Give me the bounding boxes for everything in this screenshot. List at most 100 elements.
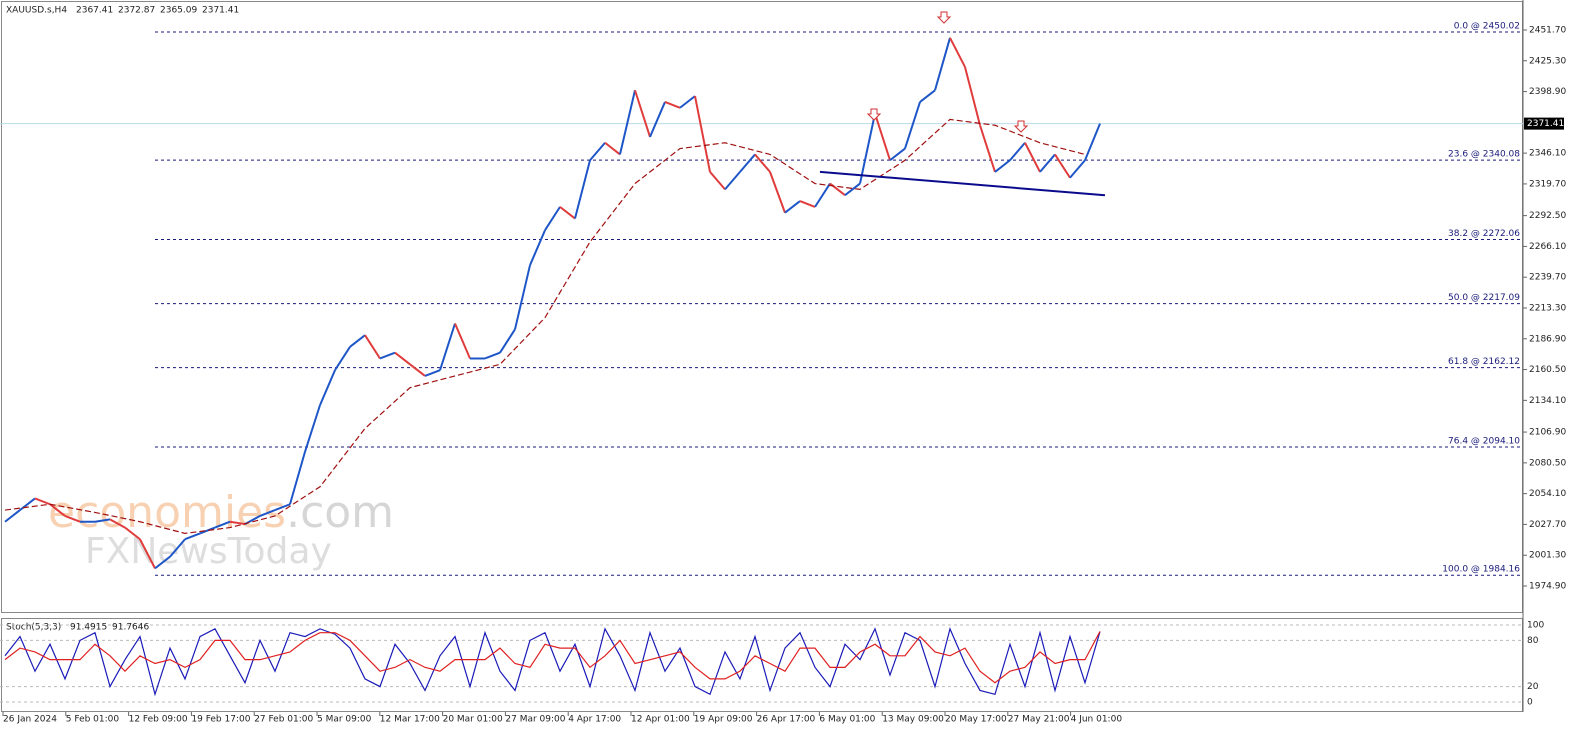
price-segment (334, 346, 351, 371)
price-segment (784, 200, 801, 214)
x-tick-label: 13 May 09:00 (882, 715, 944, 725)
y-tick-label: 2001.30 (1529, 551, 1566, 561)
price-segment (94, 518, 111, 523)
price-segment (994, 159, 1011, 173)
price-segment (4, 509, 21, 523)
price-segment (319, 369, 336, 406)
y-tick-label: 2239.70 (1529, 273, 1566, 283)
price-segment (154, 555, 171, 570)
price-segment (619, 90, 636, 155)
price-segment (1009, 142, 1026, 161)
price-segment (499, 328, 516, 354)
x-tick-label: 20 May 17:00 (945, 715, 1007, 725)
quote-value: 2367.41 (76, 6, 113, 16)
x-tick-label: 27 Feb 01:00 (254, 715, 313, 725)
price-segment (184, 532, 201, 541)
price-segment (484, 351, 501, 360)
y-tick-label: 2319.70 (1529, 179, 1566, 189)
stoch-tick-label: 80 (1527, 636, 1539, 646)
x-tick-label: 6 May 01:00 (819, 715, 875, 725)
trendline (819, 170, 1106, 197)
price-segment (349, 334, 366, 348)
price-segment (19, 497, 36, 511)
watermark: FXNewsToday (85, 531, 332, 572)
stoch-tick-label: 20 (1527, 682, 1539, 692)
x-tick-label: 27 May 21:00 (1008, 715, 1070, 725)
stoch-tick-label: 0 (1527, 697, 1533, 707)
watermark-part: .com (286, 487, 394, 538)
price-segment (559, 206, 576, 220)
y-tick-label: 2160.50 (1529, 365, 1566, 375)
price-segment (1069, 159, 1086, 179)
fib-label: 23.6 @ 2340.08 (1448, 150, 1520, 160)
x-tick-label: 5 Mar 09:00 (317, 715, 372, 725)
x-tick-label: 4 Apr 17:00 (568, 715, 621, 725)
x-tick-label: 5 Feb 01:00 (66, 715, 120, 725)
price-segment (544, 206, 561, 231)
y-tick-label: 2346.10 (1529, 149, 1566, 159)
price-segment (664, 101, 681, 109)
y-tick-label: 2398.90 (1529, 87, 1566, 97)
price-segment (64, 514, 81, 523)
stoch-value: 91.7646 (112, 623, 149, 633)
symbol: XAUUSD.s,H4 (6, 6, 67, 16)
price-segment (634, 89, 651, 138)
price-segment (274, 503, 291, 512)
watermark-part: economies (48, 487, 286, 538)
x-tick-label: 12 Apr 01:00 (631, 715, 690, 725)
price-segment (694, 95, 711, 173)
price-segment (364, 334, 381, 360)
fib-label: 76.4 @ 2094.10 (1448, 436, 1520, 446)
price-segment (289, 451, 306, 505)
y-tick-label: 2213.30 (1529, 303, 1566, 313)
price-segment (229, 520, 246, 526)
price-segment (454, 323, 471, 359)
fib-label: 100.0 @ 1984.16 (1442, 565, 1520, 575)
y-tick-label: 2451.70 (1529, 25, 1566, 35)
price-segment (379, 351, 396, 360)
price-segment (859, 113, 876, 184)
price-segment (979, 124, 996, 173)
price-segment (964, 66, 981, 126)
price-segment (1024, 142, 1041, 173)
x-tick-label: 27 Mar 09:00 (505, 715, 565, 725)
fib-label: 50.0 @ 2217.09 (1448, 293, 1520, 303)
price-segment (679, 95, 696, 109)
price-segment (904, 101, 921, 149)
price-segment (754, 153, 771, 173)
x-tick-label: 26 Jan 2024 (3, 715, 57, 725)
x-tick-label: 19 Feb 17:00 (191, 715, 250, 725)
quote-value: 2371.41 (202, 6, 239, 16)
price-segment (514, 264, 531, 330)
peak-arrow (936, 11, 952, 24)
price-segment (874, 113, 891, 161)
price-segment (919, 89, 936, 103)
price-segment (769, 171, 786, 214)
quote-value: 2372.87 (118, 6, 155, 16)
watermark: economies.com (48, 487, 394, 538)
price-segment (889, 147, 906, 162)
peak-arrow (1013, 120, 1029, 133)
stoch-line (4, 631, 1101, 684)
x-tick-label: 19 Apr 09:00 (694, 715, 753, 725)
stoch-value: 91.4915 (70, 623, 107, 633)
price-segment (199, 526, 216, 535)
x-tick-label: 26 Apr 17:00 (757, 715, 816, 725)
price-segment (799, 200, 816, 208)
price-segment (1054, 153, 1071, 179)
price-segment (439, 323, 456, 371)
peak-arrow (866, 108, 882, 121)
price-segment (709, 171, 726, 191)
price-segment (1084, 123, 1101, 161)
last-price-label: 2371.41 (1527, 119, 1564, 129)
y-tick-label: 2106.90 (1529, 428, 1566, 438)
y-tick-label: 2425.30 (1529, 56, 1566, 66)
price-segment (394, 351, 411, 366)
x-tick-label: 4 Jun 01:00 (1071, 715, 1123, 725)
y-tick-label: 1974.90 (1529, 581, 1566, 591)
moving-average (4, 118, 1086, 535)
last-price-box (1524, 117, 1564, 130)
price-segment (34, 497, 51, 506)
